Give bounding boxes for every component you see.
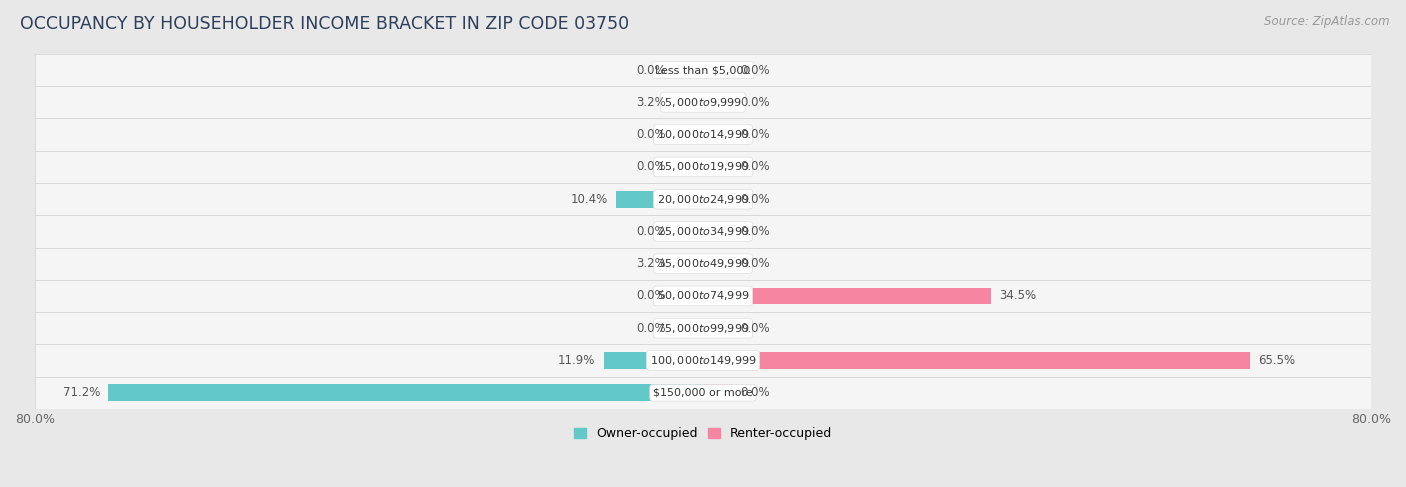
Text: 0.0%: 0.0% [636, 64, 665, 76]
Bar [703, 352, 1250, 369]
Bar [673, 62, 703, 78]
Bar [35, 54, 1371, 86]
Text: $100,000 to $149,999: $100,000 to $149,999 [650, 354, 756, 367]
Text: 0.0%: 0.0% [741, 225, 770, 238]
Text: 0.0%: 0.0% [636, 128, 665, 141]
Text: 0.0%: 0.0% [741, 322, 770, 335]
Text: 3.2%: 3.2% [636, 257, 665, 270]
Text: 71.2%: 71.2% [63, 386, 100, 399]
Text: $10,000 to $14,999: $10,000 to $14,999 [657, 128, 749, 141]
Bar [703, 62, 733, 78]
Bar [35, 376, 1371, 409]
Text: 0.0%: 0.0% [741, 160, 770, 173]
Bar [673, 255, 703, 272]
Text: Less than $5,000: Less than $5,000 [655, 65, 751, 75]
Text: $20,000 to $24,999: $20,000 to $24,999 [657, 193, 749, 206]
Text: 0.0%: 0.0% [741, 193, 770, 206]
Bar [703, 320, 733, 337]
Text: 10.4%: 10.4% [571, 193, 607, 206]
Bar [35, 183, 1371, 215]
Bar [673, 288, 703, 304]
Text: $35,000 to $49,999: $35,000 to $49,999 [657, 257, 749, 270]
Text: 0.0%: 0.0% [636, 225, 665, 238]
Bar [703, 255, 733, 272]
Bar [35, 280, 1371, 312]
Bar [108, 384, 703, 401]
Text: Source: ZipAtlas.com: Source: ZipAtlas.com [1264, 15, 1389, 28]
Text: 3.2%: 3.2% [636, 96, 665, 109]
Bar [35, 86, 1371, 118]
Bar [35, 312, 1371, 344]
Text: $25,000 to $34,999: $25,000 to $34,999 [657, 225, 749, 238]
Text: OCCUPANCY BY HOUSEHOLDER INCOME BRACKET IN ZIP CODE 03750: OCCUPANCY BY HOUSEHOLDER INCOME BRACKET … [20, 15, 628, 33]
Bar [673, 320, 703, 337]
Bar [703, 288, 991, 304]
Legend: Owner-occupied, Renter-occupied: Owner-occupied, Renter-occupied [568, 422, 838, 445]
Bar [35, 215, 1371, 247]
Text: 0.0%: 0.0% [741, 64, 770, 76]
Bar [35, 247, 1371, 280]
Bar [35, 344, 1371, 376]
Bar [703, 191, 733, 207]
Bar [603, 352, 703, 369]
Text: 34.5%: 34.5% [1000, 289, 1036, 302]
Text: 0.0%: 0.0% [636, 160, 665, 173]
Text: 0.0%: 0.0% [741, 96, 770, 109]
Text: $75,000 to $99,999: $75,000 to $99,999 [657, 322, 749, 335]
Text: $50,000 to $74,999: $50,000 to $74,999 [657, 289, 749, 302]
Bar [703, 94, 733, 111]
Bar [703, 126, 733, 143]
Text: 0.0%: 0.0% [741, 257, 770, 270]
Text: 0.0%: 0.0% [741, 386, 770, 399]
Bar [35, 151, 1371, 183]
Bar [616, 191, 703, 207]
Text: $5,000 to $9,999: $5,000 to $9,999 [664, 96, 742, 109]
Bar [673, 126, 703, 143]
Text: 0.0%: 0.0% [636, 322, 665, 335]
Text: $15,000 to $19,999: $15,000 to $19,999 [657, 160, 749, 173]
Bar [35, 118, 1371, 151]
Text: 0.0%: 0.0% [636, 289, 665, 302]
Bar [673, 94, 703, 111]
Bar [703, 223, 733, 240]
Text: $150,000 or more: $150,000 or more [654, 388, 752, 398]
Bar [673, 158, 703, 175]
Bar [703, 384, 733, 401]
Text: 65.5%: 65.5% [1258, 354, 1295, 367]
Bar [703, 158, 733, 175]
Bar [673, 223, 703, 240]
Text: 11.9%: 11.9% [558, 354, 595, 367]
Text: 0.0%: 0.0% [741, 128, 770, 141]
